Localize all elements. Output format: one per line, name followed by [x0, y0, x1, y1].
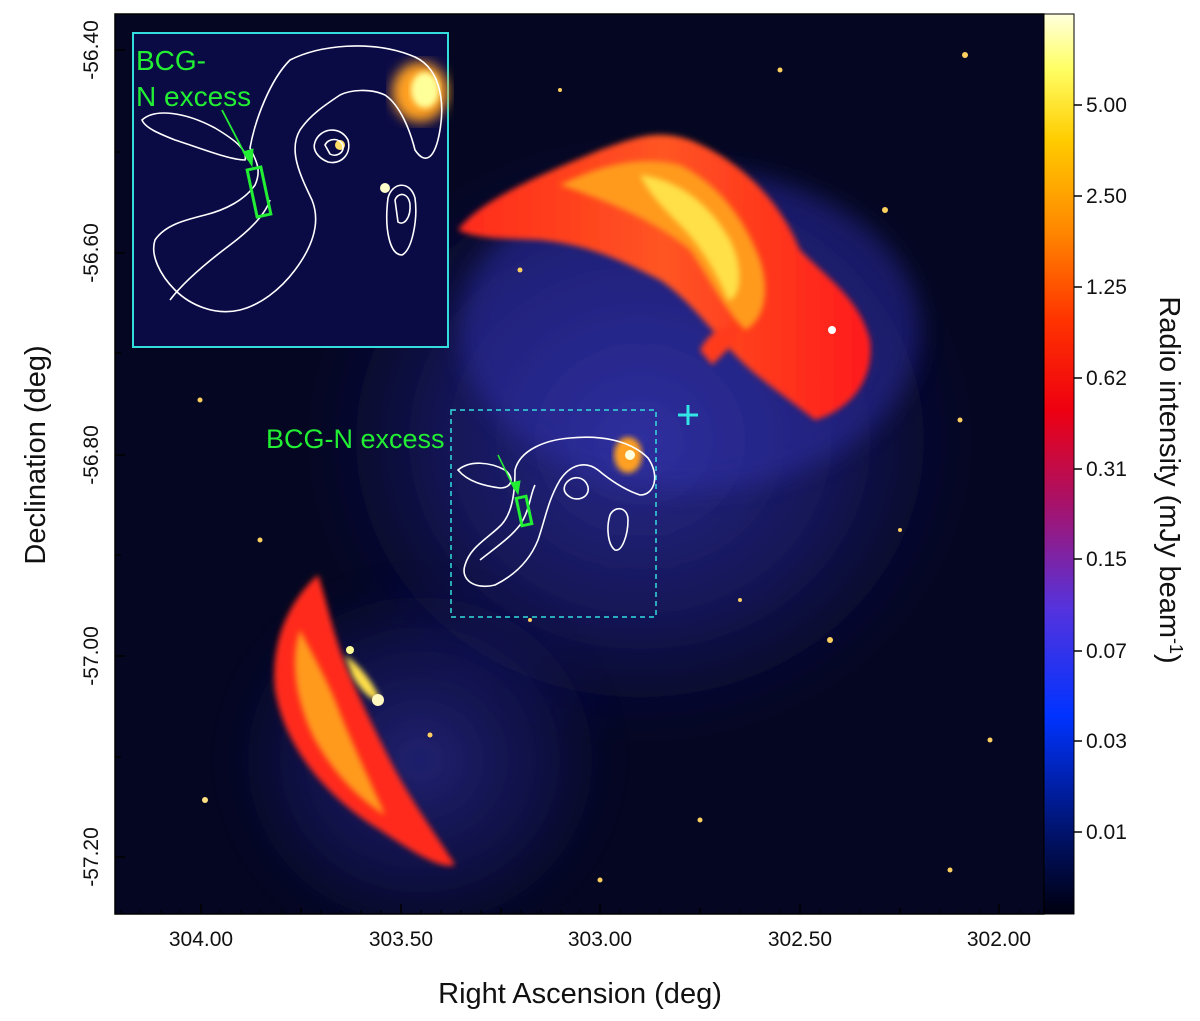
- bcg-n-excess-inset: [221, 109, 273, 219]
- colorbar-tick-label: 1.25: [1086, 276, 1127, 299]
- main-contours: [456, 436, 656, 587]
- bcg-n-excess-label: BCG-N excess: [266, 424, 445, 454]
- colorbar-tick-label: 0.07: [1086, 640, 1127, 663]
- colorbar-title-close: ): [1153, 654, 1185, 664]
- colorbar-tick-label: 0.15: [1086, 548, 1127, 571]
- x-tick-label: 302.00: [967, 928, 1031, 951]
- colorbar-tick-label: 0.01: [1086, 821, 1127, 844]
- y-tick-labels: -56.40 -56.60 -56.80 -57.00 -57.20: [80, 20, 103, 887]
- colorbar-tick-label: 0.03: [1086, 730, 1127, 753]
- colorbar-title: Radio intensity (mJy beam-1): [1153, 296, 1186, 663]
- colorbar-ticks: [1074, 104, 1082, 833]
- south-radio-relic: [274, 575, 455, 866]
- x-axis: [200, 904, 1000, 914]
- x-axis-title: Right Ascension (deg): [438, 978, 722, 1010]
- bcg-n-excess-main: [497, 454, 534, 528]
- y-tick-label: -56.40: [80, 20, 103, 80]
- y-tick-label: -56.80: [80, 425, 103, 485]
- x-tick-label: 302.50: [768, 928, 832, 951]
- colorbar-tick-label: 0.31: [1086, 458, 1127, 481]
- y-tick-label: -57.00: [80, 626, 103, 686]
- x-tick-label: 303.00: [568, 928, 632, 951]
- y-axis: [115, 49, 125, 858]
- colorbar-title-sup: -1: [1166, 638, 1186, 654]
- y-tick-label: -57.20: [80, 827, 103, 887]
- y-axis-title: Declination (deg): [20, 345, 52, 564]
- y-tick-label: -56.60: [80, 223, 103, 283]
- north-radio-relic: [458, 134, 871, 420]
- colorbar-tick-label: 0.62: [1086, 367, 1127, 390]
- zoom-inset: BCG- N excess: [132, 32, 449, 348]
- bcg-marker: [678, 405, 698, 425]
- x-tick-label: 303.50: [369, 928, 433, 951]
- x-tick-labels: 304.00 303.50 303.00 302.50 302.00: [169, 928, 1031, 951]
- radio-image-panel: BCG-N excess BCG- N exce: [115, 14, 1044, 914]
- x-minor-ticks: [120, 910, 1040, 914]
- colorbar-tick-labels: 5.00 2.50 1.25 0.62 0.31 0.15 0.07 0.03 …: [1086, 94, 1127, 844]
- colorbar-title-main: Radio intensity (mJy beam: [1153, 296, 1185, 638]
- zoom-region-box: [450, 409, 657, 618]
- bcg-n-excess-inset-label-1: BCG-: [136, 45, 206, 76]
- colorbar-tick-label: 5.00: [1086, 94, 1127, 117]
- colorbar-tick-label: 2.50: [1086, 185, 1127, 208]
- bcg-n-excess-inset-label-2: N excess: [136, 81, 251, 112]
- x-tick-label: 304.00: [169, 928, 233, 951]
- colorbar: 5.00 2.50 1.25 0.62 0.31 0.15 0.07 0.03 …: [1043, 13, 1186, 915]
